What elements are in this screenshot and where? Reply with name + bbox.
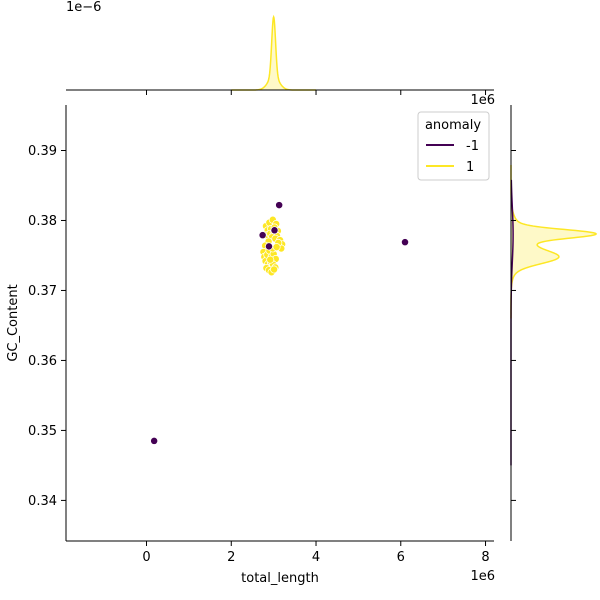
scatter-point-normal xyxy=(272,243,281,252)
y-axis-label: GC_Content xyxy=(6,284,21,361)
y-tick-label: 0.39 xyxy=(28,144,57,159)
scatter-point-anomaly xyxy=(275,201,284,210)
y-tick-label: 0.35 xyxy=(28,424,57,439)
legend-title: anomaly xyxy=(425,118,481,133)
x-tick-label: 6 xyxy=(397,550,405,565)
scatter-point-normal xyxy=(266,255,275,264)
y-tick-label: 0.36 xyxy=(28,354,57,369)
right-kde-fill xyxy=(511,165,597,319)
main-axes: 0 2 4 6 8 0.34 0.35 0.36 0.37 0.38 0.39 total_len… xyxy=(6,105,495,586)
right-marginal-kde: 1e6 xyxy=(470,93,598,541)
scatter-point-anomaly xyxy=(270,226,279,235)
scatter-point-normal xyxy=(270,265,279,274)
y-axis-ticks: 0.34 0.35 0.36 0.37 0.38 0.39 xyxy=(28,144,66,509)
top-kde-offset-label: 1e−6 xyxy=(66,0,101,15)
x-tick-label: 8 xyxy=(481,550,489,565)
x-tick-label: 2 xyxy=(227,550,235,565)
top-marginal-kde: 1e−6 xyxy=(66,0,494,95)
legend-label-anomaly: -1 xyxy=(466,139,479,154)
top-kde-fill xyxy=(231,17,317,90)
scatter-point-anomaly xyxy=(401,238,409,247)
right-kde-ticks xyxy=(511,149,516,501)
scatter-points xyxy=(150,201,409,445)
x-axis-label: total_length xyxy=(241,571,319,586)
right-kde-offset-label: 1e6 xyxy=(470,93,495,108)
x-tick-label: 4 xyxy=(312,550,320,565)
y-tick-label: 0.37 xyxy=(28,284,57,299)
x-tick-label: 0 xyxy=(142,550,150,565)
top-kde-ticks xyxy=(146,90,487,95)
y-tick-label: 0.38 xyxy=(28,214,57,229)
x-axis-ticks: 0 2 4 6 8 xyxy=(142,541,490,565)
legend-label-normal: 1 xyxy=(466,160,474,175)
scatter-point-anomaly xyxy=(265,242,273,251)
scatter-point-anomaly xyxy=(150,436,159,445)
scatter-point-anomaly xyxy=(258,231,267,240)
x-axis-offset-label: 1e6 xyxy=(470,569,495,584)
legend: anomaly -1 1 xyxy=(417,111,490,181)
y-tick-label: 0.34 xyxy=(28,494,57,509)
